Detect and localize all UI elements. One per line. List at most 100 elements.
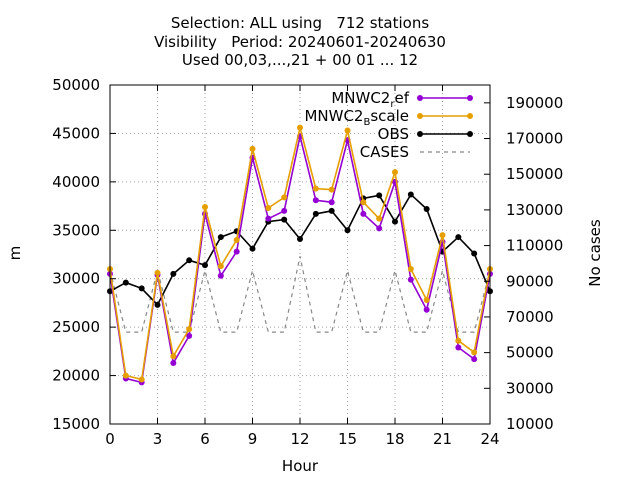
- data-point-obs: [138, 285, 145, 292]
- legend-label: MNWC2Bscale: [304, 107, 409, 128]
- series-line-cases: [109, 256, 491, 333]
- data-point-mnwc2_ref: [376, 225, 383, 232]
- data-point-mnwc2_ref: [407, 276, 414, 283]
- legend-swatch-point: [417, 113, 423, 119]
- axis-ticks: 0 3 6 9 12 15 18 21 24 15000 20000 25000 30000 35000 4…: [52, 76, 563, 448]
- data-point-mnwc2_ref: [265, 215, 272, 222]
- data-point-mnwc2_ref: [360, 210, 367, 217]
- data-point-obs: [392, 218, 398, 225]
- data-point-obs: [407, 191, 414, 198]
- data-point-mnwc2_ref: [455, 344, 462, 351]
- y2-tick-label: 50000: [506, 344, 554, 362]
- legend-swatch-point: [417, 131, 423, 137]
- y-tick-label: 40000: [52, 173, 100, 191]
- data-point-mnwc2_bscale: [423, 297, 430, 304]
- data-point-obs: [122, 279, 129, 286]
- data-point-mnwc2_bscale: [249, 145, 256, 152]
- x-tick-label: 0: [105, 430, 115, 448]
- y-tick-label: 50000: [52, 76, 100, 94]
- data-point-mnwc2_ref: [471, 356, 478, 363]
- y2-tick-label: 190000: [506, 94, 563, 112]
- legend-label: CASES: [360, 143, 409, 161]
- x-tick-label: 9: [248, 430, 258, 448]
- y-tick-label: 15000: [52, 415, 100, 433]
- data-point-obs: [471, 250, 478, 257]
- data-point-obs: [217, 234, 224, 241]
- data-point-obs: [202, 262, 208, 269]
- data-point-mnwc2_ref: [328, 199, 335, 206]
- x-tick-label: 3: [153, 430, 163, 448]
- x-tick-label: 15: [338, 430, 357, 448]
- y2-tick-label: 110000: [506, 237, 563, 255]
- data-point-obs: [281, 216, 288, 223]
- data-point-mnwc2_bscale: [122, 372, 129, 379]
- data-point-mnwc2_bscale: [170, 353, 177, 360]
- data-point-mnwc2_bscale: [154, 269, 161, 276]
- data-point-mnwc2_ref: [312, 197, 319, 204]
- data-point-mnwc2_bscale: [233, 236, 240, 243]
- data-point-mnwc2_bscale: [376, 215, 383, 222]
- data-point-mnwc2_ref: [281, 207, 288, 214]
- data-point-mnwc2_bscale: [439, 232, 446, 239]
- x-tick-label: 24: [480, 430, 499, 448]
- data-point-mnwc2_ref: [217, 272, 224, 279]
- y2-axis-label: No cases: [586, 219, 604, 287]
- y-axis-label: m: [6, 246, 24, 261]
- data-point-obs: [186, 257, 193, 264]
- data-point-obs: [455, 234, 462, 241]
- data-point-mnwc2_bscale: [186, 326, 193, 333]
- data-point-mnwc2_bscale: [455, 337, 462, 344]
- series-layer: [107, 124, 493, 386]
- data-point-mnwc2_bscale: [202, 204, 208, 211]
- data-point-mnwc2_bscale: [392, 169, 398, 176]
- legend-swatch-point: [417, 95, 423, 101]
- data-point-mnwc2_bscale: [265, 205, 272, 212]
- y2-tick-label: 90000: [506, 272, 554, 290]
- data-point-obs: [312, 210, 319, 217]
- x-tick-label: 21: [433, 430, 452, 448]
- y2-tick-label: 10000: [506, 415, 554, 433]
- data-point-mnwc2_ref: [186, 332, 193, 339]
- y2-tick-label: 150000: [506, 165, 563, 183]
- data-point-mnwc2_bscale: [138, 376, 145, 383]
- y2-tick-label: 130000: [506, 201, 563, 219]
- y2-tick-label: 70000: [506, 308, 554, 326]
- data-point-mnwc2_bscale: [360, 199, 367, 206]
- legend-swatch-point: [467, 113, 473, 119]
- chart-title-line-1: Selection: ALL using 712 stations: [170, 14, 430, 32]
- y-tick-label: 25000: [52, 318, 100, 336]
- data-point-obs: [376, 192, 383, 199]
- legend-swatch-point: [467, 95, 473, 101]
- data-point-obs: [249, 245, 256, 252]
- legend-label: OBS: [378, 125, 409, 143]
- data-point-obs: [344, 227, 351, 234]
- chart-title-line-2: Visibility Period: 20240601-20240630: [154, 33, 446, 51]
- legend-label: MNWC2ref: [331, 89, 409, 110]
- data-point-mnwc2_ref: [423, 306, 430, 313]
- legend-swatch-point: [467, 131, 473, 137]
- data-point-mnwc2_bscale: [312, 185, 319, 192]
- data-point-obs: [154, 301, 161, 308]
- data-point-mnwc2_ref: [233, 248, 240, 255]
- data-point-obs: [297, 236, 303, 243]
- x-tick-label: 12: [290, 430, 309, 448]
- x-tick-label: 6: [200, 430, 210, 448]
- x-axis-label: Hour: [282, 457, 319, 475]
- y2-tick-label: 30000: [506, 379, 554, 397]
- data-point-obs: [170, 270, 177, 277]
- y-tick-label: 35000: [52, 221, 100, 239]
- data-point-obs: [423, 205, 430, 212]
- data-point-mnwc2_bscale: [217, 263, 224, 270]
- data-point-mnwc2_bscale: [281, 194, 288, 201]
- data-point-mnwc2_bscale: [407, 266, 414, 273]
- data-point-mnwc2_bscale: [471, 349, 478, 356]
- data-point-mnwc2_ref: [170, 359, 177, 366]
- y2-tick-label: 170000: [506, 130, 563, 148]
- data-point-mnwc2_bscale: [297, 124, 303, 131]
- x-tick-label: 18: [385, 430, 404, 448]
- y-tick-label: 45000: [52, 124, 100, 142]
- data-point-obs: [328, 207, 335, 214]
- y-tick-label: 20000: [52, 367, 100, 385]
